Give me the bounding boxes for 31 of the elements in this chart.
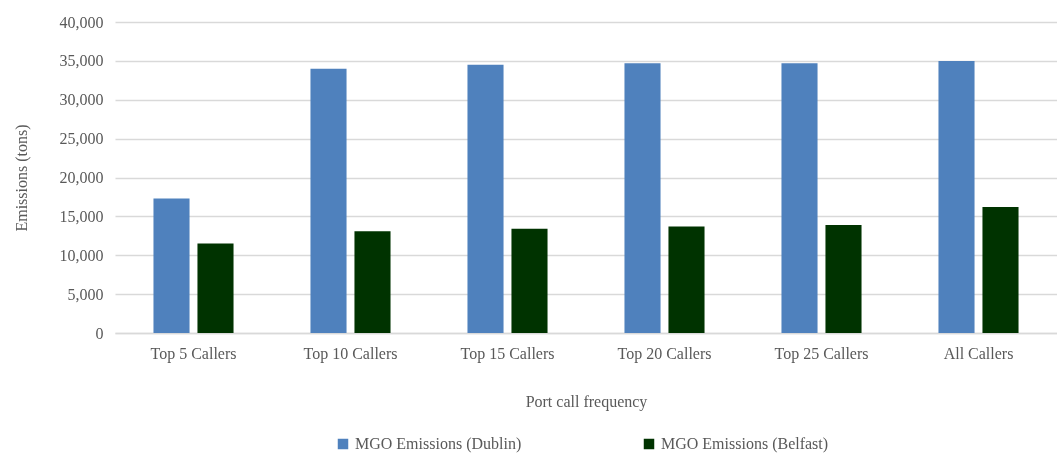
y-tick-label: 20,000: [59, 169, 104, 186]
y-tick-label: 0: [95, 324, 104, 342]
bar: [624, 63, 661, 333]
bar: [511, 228, 548, 333]
bar: [467, 64, 504, 333]
x-tick-label: All Callers: [943, 344, 1014, 362]
x-tick-label: Top 20 Callers: [617, 344, 712, 363]
x-tick-label: Top 5 Callers: [150, 344, 237, 363]
bar: [982, 207, 1019, 333]
bar: [938, 60, 975, 333]
legend-label: MGO Emissions (Belfast): [661, 435, 829, 453]
y-tick-label: 5,000: [67, 285, 104, 303]
x-tick-label: Top 25 Callers: [774, 344, 869, 363]
y-tick-label: 40,000: [59, 13, 104, 31]
y-tick-label: 10,000: [59, 246, 104, 264]
y-axis-title: Emissions (tons): [12, 124, 31, 232]
y-tick-label: 25,000: [59, 130, 104, 148]
x-tick-label: Top 15 Callers: [460, 344, 555, 363]
x-tick-label: Top 10 Callers: [303, 344, 398, 363]
y-tick-label: 30,000: [59, 91, 104, 109]
bar: [354, 231, 391, 333]
bar: [197, 243, 234, 333]
y-tick-label: 15,000: [59, 207, 104, 225]
bar: [825, 224, 862, 333]
bar: [153, 198, 190, 333]
legend-label: MGO Emissions (Dublin): [355, 435, 522, 453]
y-tick-label: 35,000: [59, 52, 104, 70]
bar: [781, 63, 818, 333]
x-axis-title: Port call frequency: [525, 392, 648, 411]
bar: [310, 68, 347, 333]
bar: [668, 226, 705, 333]
